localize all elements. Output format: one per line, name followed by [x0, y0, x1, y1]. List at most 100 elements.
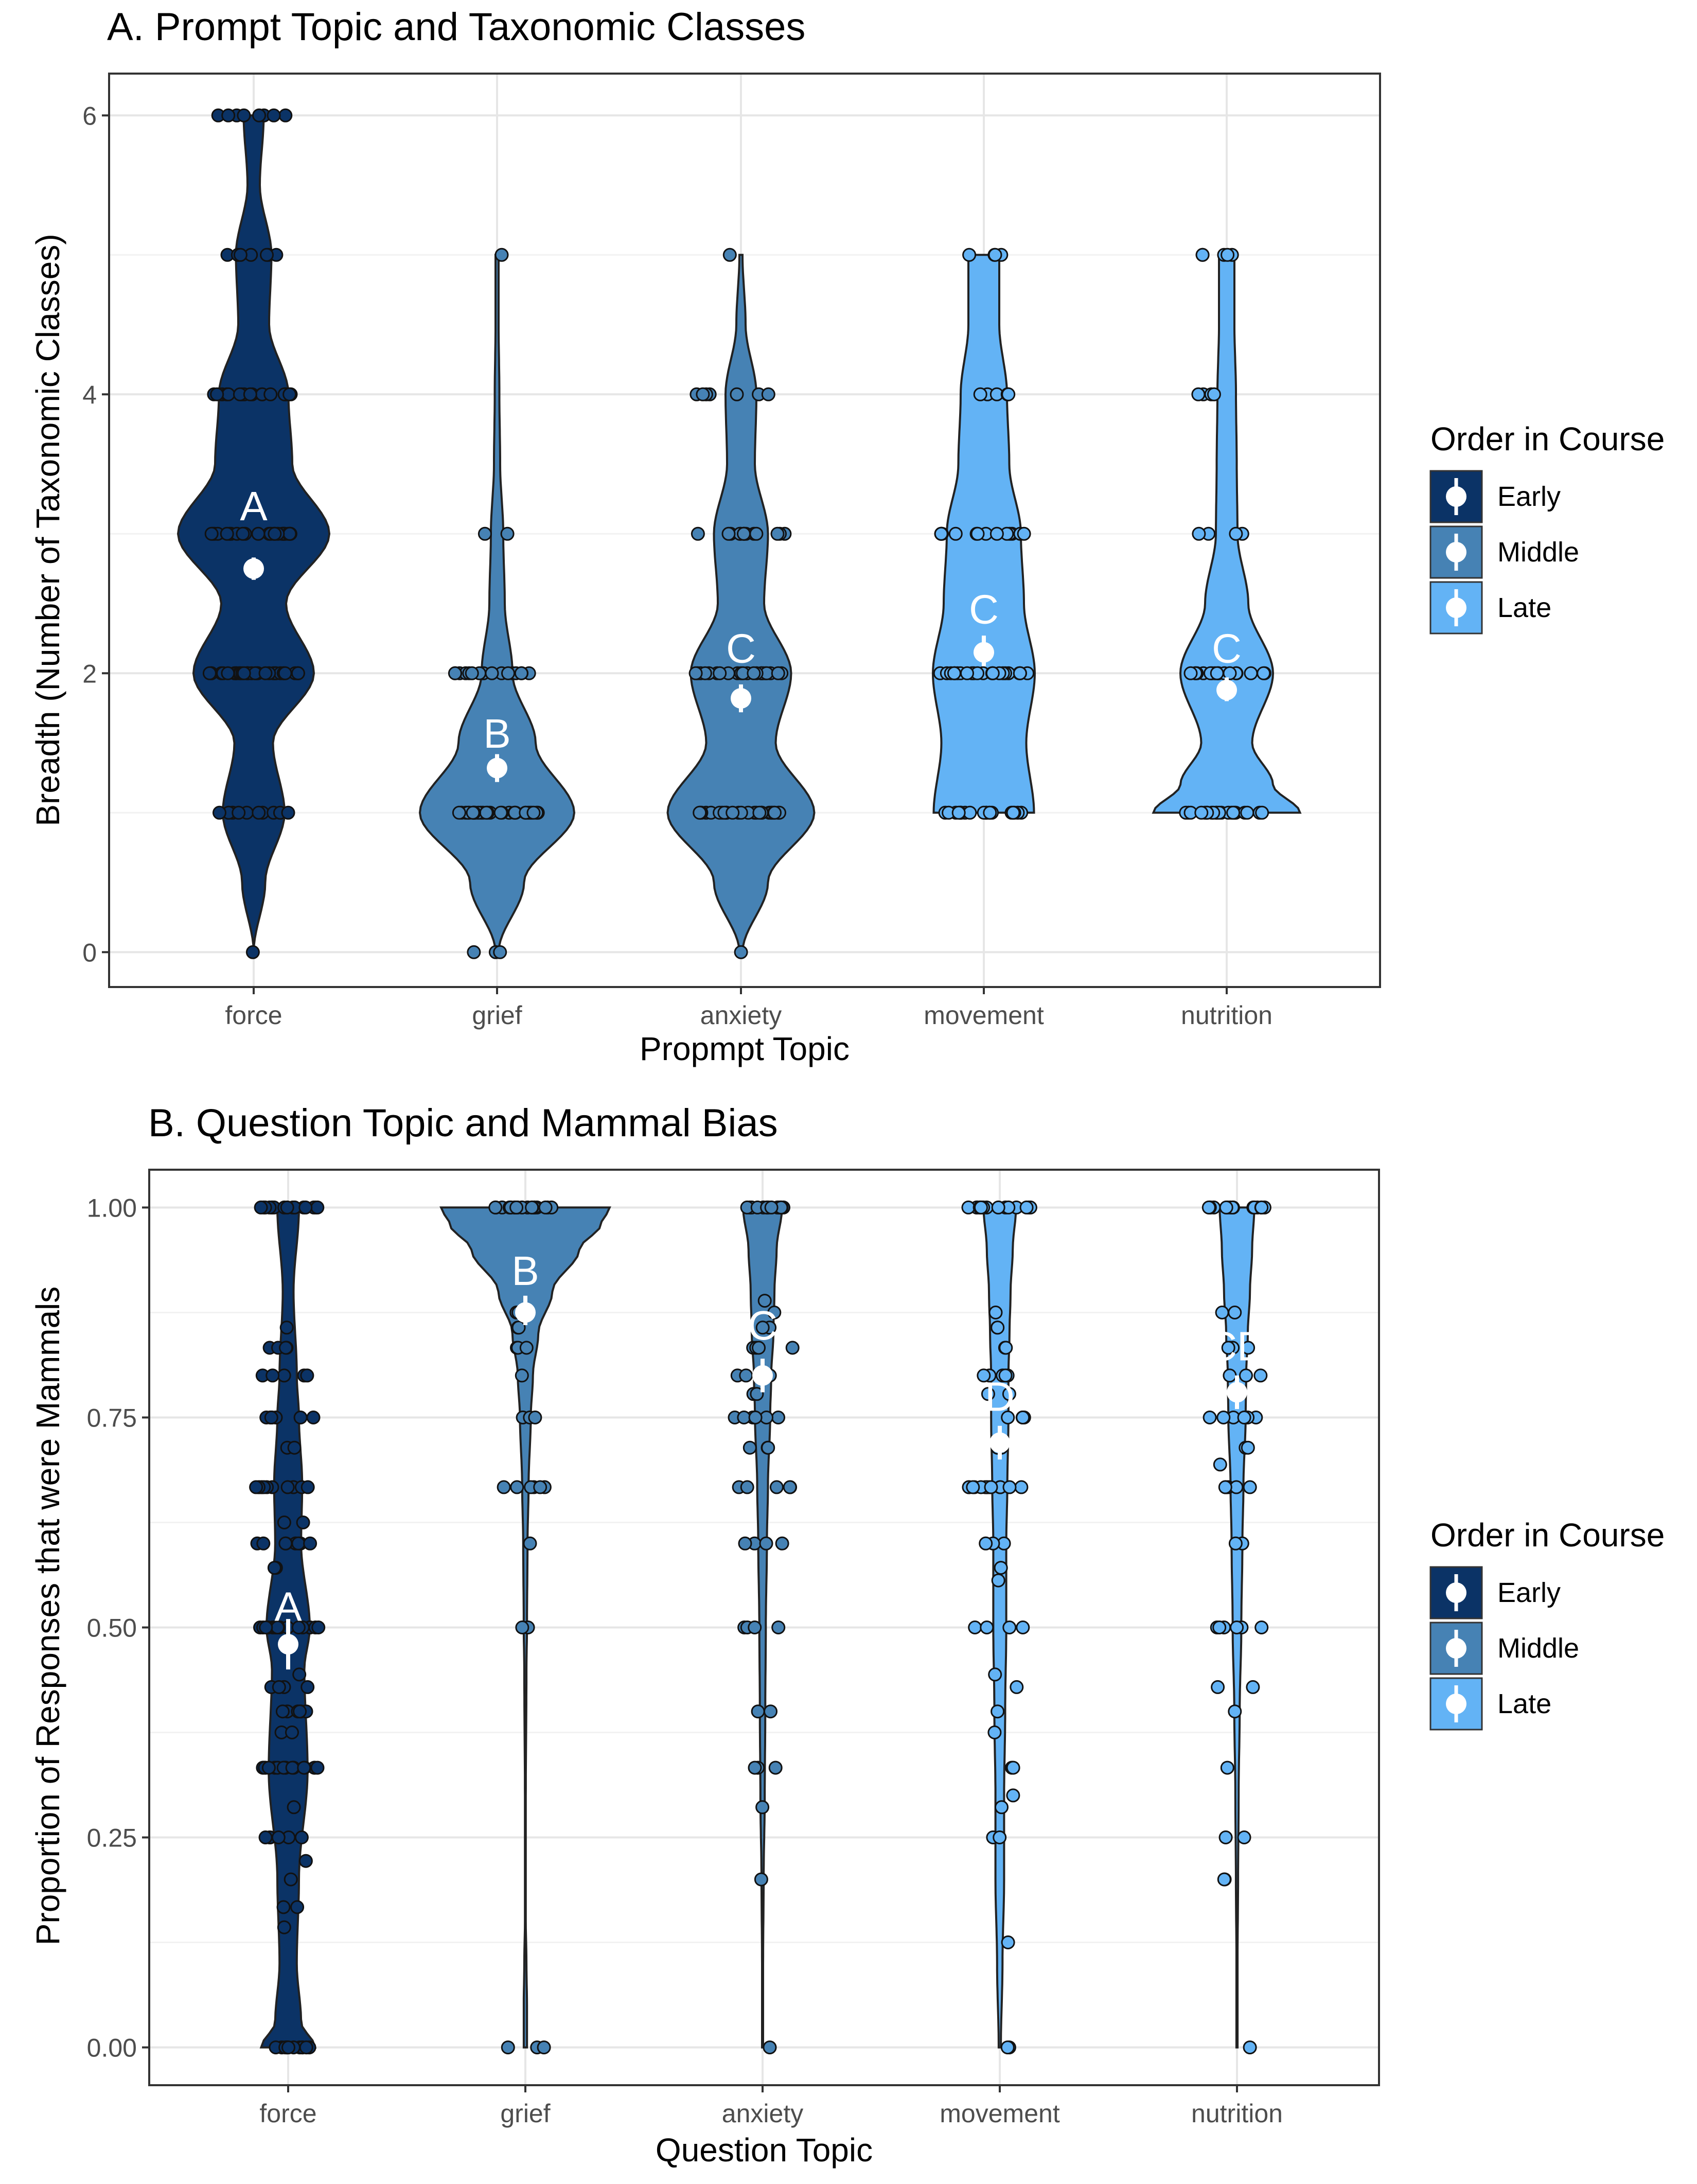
chart-a-point-nutrition — [1244, 666, 1258, 680]
chart-b-x-axis: force grief anxiety movement nutrition — [259, 2085, 1283, 2128]
chart-b-point-force — [294, 1830, 309, 1844]
chart-a-point-movement — [960, 666, 974, 680]
chart-a-point-force — [260, 248, 274, 262]
chart-b-legend-keys: Early Middle Late — [1429, 1566, 1579, 1731]
chart-a-point-grief — [466, 805, 480, 820]
chart-b-point-anxiety — [768, 1760, 783, 1775]
chart-a-point-nutrition — [1207, 387, 1221, 401]
chart-a-x-axis: force grief anxiety movement nutrition — [225, 987, 1272, 1030]
chart-b-point-force — [300, 1368, 314, 1383]
chart-a-point-force — [278, 108, 293, 122]
chart-b-point-force — [303, 1536, 317, 1551]
chart-a-point-grief — [452, 805, 466, 820]
chart-a-point-force — [267, 108, 281, 122]
chart-b-point-force — [296, 1516, 310, 1529]
chart-a-point-movement — [934, 526, 948, 541]
chart-a-point-movement — [983, 805, 997, 820]
chart-b-point-force — [285, 1760, 299, 1775]
chart-a-point-force — [278, 666, 292, 680]
chart-a-point-force — [282, 387, 297, 401]
chart-a-point-force — [252, 108, 267, 122]
chart-b-point-nutrition — [1239, 1368, 1253, 1383]
chart-a-point-force — [258, 666, 273, 680]
chart-b-point-anxiety — [752, 1341, 766, 1355]
chart-b-point-movement — [991, 1320, 1005, 1335]
chart-a-point-force — [233, 248, 248, 262]
chart-b-point-nutrition — [1221, 1341, 1235, 1355]
chart-b-point-force — [259, 1621, 273, 1634]
chart-a-legend: Order in Course Early Middle Late — [1429, 420, 1665, 635]
chart-b-point-grief — [533, 1480, 547, 1494]
chart-b-point-grief — [525, 1200, 539, 1214]
chart-a-group-letter-force: A — [240, 483, 268, 529]
chart-a-x-tick-label-anxiety: anxiety — [700, 1001, 782, 1030]
chart-a-point-force — [281, 805, 295, 820]
chart-a-point-grief — [493, 945, 507, 959]
chart-a-point-nutrition — [1191, 387, 1206, 401]
chart-a-group-letter-grief: B — [483, 711, 510, 756]
chart-b-y-tick-label: 0.00 — [87, 2034, 137, 2063]
chart-b-point-nutrition — [1254, 1621, 1269, 1634]
chart-a-point-nutrition — [1195, 248, 1210, 262]
chart-a-point-movement — [970, 526, 985, 541]
chart-b-point-force — [266, 1368, 280, 1383]
chart-a-panel-border — [108, 73, 1381, 988]
chart-a-point-force — [237, 108, 251, 122]
chart-a-point-anxiety — [747, 666, 761, 680]
chart-a-legend-label-late: Late — [1497, 592, 1551, 623]
chart-b-point-nutrition — [1215, 1306, 1229, 1319]
chart-b-point-nutrition — [1254, 1200, 1269, 1214]
chart-a-point-anxiety — [749, 526, 764, 541]
chart-b-point-force — [275, 1704, 290, 1719]
chart-b-point-movement — [991, 1573, 1005, 1588]
chart-b-point-nutrition — [1220, 1760, 1234, 1775]
chart-a: A. Prompt Topic and Taxonomic Classes A B… — [29, 5, 1665, 1067]
chart-b-point-nutrition — [1217, 1872, 1231, 1887]
chart-b-point-anxiety — [748, 1411, 763, 1424]
chart-b-point-movement — [991, 1704, 1005, 1719]
chart-b-point-anxiety — [775, 1536, 789, 1551]
chart-a-y-tick-label: 6 — [82, 101, 97, 130]
chart-b-point-anxiety — [757, 1294, 772, 1308]
chart-a-point-movement — [989, 526, 1004, 541]
chart-b-point-force — [254, 1200, 268, 1214]
chart-a-point-anxiety — [721, 526, 736, 541]
chart-b-point-movement — [1002, 1480, 1017, 1494]
chart-a-point-force — [245, 945, 260, 959]
chart-b-point-grief — [515, 1368, 529, 1383]
chart-b: B. Question Topic and Mammal Bias ABCDCD… — [29, 1101, 1665, 2169]
chart-b-point-anxiety — [759, 1536, 773, 1551]
chart-b-y-tick-label: 0.75 — [87, 1403, 137, 1432]
chart-b-point-grief — [510, 1480, 524, 1494]
chart-b-point-anxiety — [771, 1621, 786, 1634]
chart-b-point-nutrition — [1213, 1457, 1227, 1472]
chart-a-point-grief — [494, 248, 509, 262]
chart-a-point-movement — [947, 666, 961, 680]
chart-b-point-force — [292, 1667, 307, 1682]
chart-b-point-force — [310, 1760, 325, 1775]
chart-b-point-movement — [987, 1725, 1002, 1739]
chart-a-point-nutrition — [1223, 666, 1237, 680]
chart-b-point-nutrition — [1243, 2040, 1257, 2055]
chart-b-point-force — [287, 1800, 301, 1815]
chart-a-legend-label-early: Early — [1497, 481, 1561, 512]
chart-a-mean-dot-nutrition — [1216, 679, 1237, 700]
chart-a-mean-dot-force — [243, 558, 264, 579]
chart-b-point-force — [291, 1621, 306, 1634]
chart-a-point-nutrition — [1255, 805, 1269, 820]
chart-a-point-force — [221, 387, 236, 401]
chart-a-y-axis: 0 2 4 6 — [82, 101, 109, 967]
chart-a-point-anxiety — [768, 805, 782, 820]
chart-b-point-force — [284, 1872, 298, 1887]
chart-a-point-anxiety — [713, 666, 727, 680]
chart-a-point-nutrition — [1229, 526, 1243, 541]
chart-b-legend-key-dot — [1446, 1694, 1466, 1714]
chart-b-point-grief — [537, 2040, 551, 2055]
chart-a-legend-title: Order in Course — [1430, 420, 1665, 457]
chart-b-mean-dot-anxiety — [752, 1365, 773, 1386]
chart-b-point-anxiety — [755, 1800, 770, 1815]
chart-b-point-nutrition — [1218, 1480, 1232, 1494]
chart-b-point-movement — [1000, 2040, 1015, 2055]
